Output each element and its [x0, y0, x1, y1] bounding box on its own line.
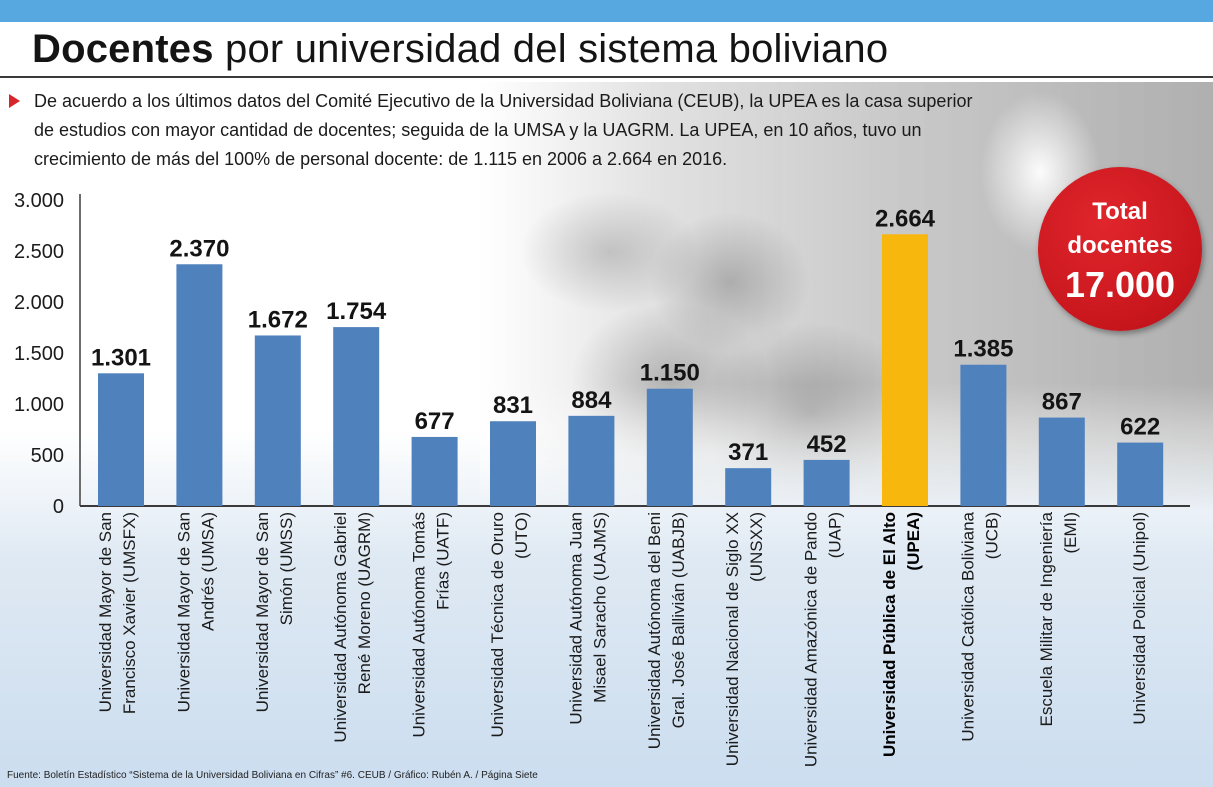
category-label: Universidad Pública de El Alto (UPEA) — [880, 512, 923, 757]
category-label-line: Universidad Policial (Unipol) — [1130, 512, 1149, 725]
title-divider — [0, 76, 1213, 78]
value-label: 1.301 — [91, 344, 151, 371]
value-label: 2.370 — [169, 235, 229, 262]
bullet-arrow-icon — [9, 94, 20, 108]
title-bold: Docentes — [32, 27, 214, 71]
bar-highlight — [882, 234, 928, 506]
total-badge-label-line2: docentes — [1067, 232, 1173, 259]
value-label: 1.385 — [953, 336, 1013, 363]
category-label-line: Frías (UATF) — [434, 512, 453, 610]
value-label: 2.664 — [875, 205, 936, 232]
category-label-line: (UPEA) — [904, 512, 923, 571]
value-label: 1.150 — [640, 360, 700, 387]
bar — [1038, 417, 1085, 506]
title-rest: por universidad del sistema boliviano — [225, 27, 889, 71]
page-title: Docentes por universidad del sistema bol… — [32, 24, 888, 74]
category-label-line: (UTO) — [512, 512, 531, 559]
category-label: Universidad Autónoma Tomás Frías (UATF) — [410, 512, 453, 738]
category-label: Universidad Autónoma Gabriel René Moreno … — [331, 512, 374, 743]
category-label: Universidad Amazónica de Pando (UAP) — [802, 512, 845, 767]
category-label: Escuela Militar de Ingeniería (EMI) — [1037, 511, 1080, 726]
value-label: 1.672 — [248, 306, 308, 333]
category-label-line: Universidad Pública de El Alto — [880, 512, 899, 757]
total-badge: Total docentes 17.000 — [1038, 167, 1202, 331]
bar — [568, 415, 615, 506]
category-label-line: Andrés (UMSA) — [198, 512, 217, 631]
category-label: Universidad Mayor de San Francisco Xavier… — [96, 512, 139, 714]
bars — [98, 234, 1164, 506]
category-label-line: Simón (UMSS) — [277, 512, 296, 625]
total-badge-label: Total docentes — [1038, 195, 1202, 263]
category-label-line: (UNSXX) — [747, 512, 766, 582]
y-tick-label: 3.000 — [14, 190, 64, 212]
bar — [1117, 442, 1164, 506]
total-badge-label-line1: Total — [1092, 198, 1148, 225]
category-label-line: (UAP) — [826, 512, 845, 558]
category-label-line: Universidad Autónoma del Beni — [645, 512, 664, 749]
bar — [490, 421, 536, 506]
category-label-line: Universidad Mayor de San — [253, 512, 272, 712]
category-label-line: Universidad Mayor de San — [96, 512, 115, 712]
y-tick-label: 2.000 — [14, 292, 64, 314]
category-label-line: Universidad Mayor de San — [174, 512, 193, 712]
bar — [333, 327, 380, 506]
y-tick-label: 0 — [53, 496, 64, 518]
y-tick-label: 500 — [31, 445, 64, 467]
bar — [646, 388, 693, 506]
value-label: 371 — [728, 439, 768, 466]
bar — [411, 436, 458, 506]
category-label-line: Francisco Xavier (UMSFX) — [120, 512, 139, 714]
value-label: 831 — [493, 392, 533, 419]
top-color-band — [0, 0, 1213, 22]
category-label-line: Universidad Autónoma Tomás — [410, 512, 429, 738]
category-label: Universidad Católica Boliviana (UCB) — [958, 511, 1001, 741]
value-label: 1.754 — [326, 298, 387, 325]
bar — [98, 373, 144, 506]
bar — [254, 335, 301, 506]
category-label: Universidad Policial (Unipol) — [1130, 512, 1149, 725]
intro-text: De acuerdo a los últimos datos del Comit… — [34, 91, 973, 169]
category-label-line: Gral. José Ballivián (UABJB) — [669, 512, 688, 728]
category-label-line: Universidad Nacional de Siglo XX — [723, 512, 742, 766]
value-label: 677 — [415, 408, 455, 435]
category-label-line: (EMI) — [1061, 512, 1080, 554]
category-label: Universidad Nacional de Siglo XX (UNSXX) — [723, 512, 766, 766]
category-label: Universidad Técnica de Oruro (UTO) — [488, 512, 531, 738]
value-label: 867 — [1042, 389, 1082, 416]
category-label: Universidad Autónoma del Beni Gral. José … — [645, 512, 688, 749]
category-label: Universidad Autónoma Juan Misael Saracho … — [566, 512, 609, 725]
category-label-line: Universidad Autónoma Gabriel — [331, 512, 350, 743]
category-label-line: Misael Saracho (UAJMS) — [590, 512, 609, 703]
bar — [176, 264, 223, 506]
category-label-line: Universidad Católica Boliviana — [958, 511, 977, 741]
value-label: 622 — [1120, 414, 1160, 441]
y-tick-label: 1.000 — [14, 394, 64, 416]
y-tick-label: 1.500 — [14, 343, 64, 365]
bar — [725, 468, 772, 506]
value-label: 884 — [571, 387, 612, 414]
category-label: Universidad Mayor de San Andrés (UMSA) — [174, 512, 217, 712]
category-label-line: René Moreno (UAGRM) — [355, 512, 374, 694]
category-label-line: Escuela Militar de Ingeniería — [1037, 511, 1056, 726]
value-label: 452 — [807, 431, 847, 458]
category-label-line: Universidad Amazónica de Pando — [802, 512, 821, 767]
bar — [803, 459, 850, 506]
category-labels: Universidad Mayor de San Francisco Xavier… — [96, 511, 1149, 767]
total-badge-value: 17.000 — [1064, 264, 1176, 305]
source-note: Fuente: Boletín Estadístico “Sistema de … — [7, 770, 538, 781]
value-labels: 1.301 2.370 1.672 1.754 677 831 884 1.150 371 452… — [91, 205, 1160, 466]
category-label-line: Universidad Autónoma Juan — [566, 512, 585, 725]
y-tick-label: 2.500 — [14, 241, 64, 263]
category-label-line: Universidad Técnica de Oruro — [488, 512, 507, 738]
category-label-line: (UCB) — [982, 512, 1001, 559]
bar — [960, 364, 1007, 506]
category-label: Universidad Mayor de San Simón (UMSS) — [253, 512, 296, 712]
